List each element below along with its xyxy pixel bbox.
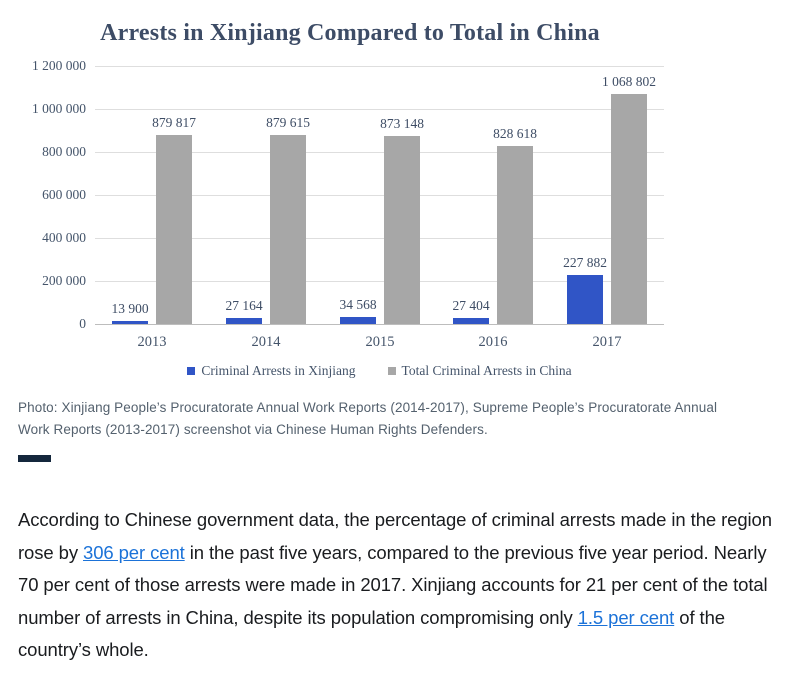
bar-value-label: 879 615: [266, 115, 310, 130]
y-axis-tick-label: 0: [79, 316, 86, 331]
y-axis-tick-label: 1 000 000: [32, 101, 86, 116]
legend-label: Total Criminal Arrests in China: [401, 363, 572, 378]
bar-china-total-2017: [611, 94, 647, 324]
bar-value-label: 34 568: [339, 297, 377, 312]
x-axis-year-label: 2015: [365, 334, 395, 350]
gridline: [95, 238, 664, 239]
y-axis-tick-label: 600 000: [42, 187, 86, 202]
bar-xinjiang-2015: [340, 317, 376, 324]
bar-value-label: 227 882: [563, 255, 607, 270]
gridline: [95, 66, 664, 67]
x-axis-line: [95, 324, 664, 325]
paragraph-text: in the past five years, compared to the …: [18, 541, 768, 628]
article-paragraph: According to Chinese government data, th…: [18, 504, 790, 667]
inline-link[interactable]: 1.5 per cent: [577, 606, 675, 628]
chart-legend: Criminal Arrests in Xinjiang Total Crimi…: [95, 362, 664, 380]
chart-plot-area: 13 900 879 817 27 164 879 615 34 568 873 148 2…: [95, 66, 664, 325]
x-axis-year-label: 2017: [592, 334, 622, 350]
legend-item-china-total: Total Criminal Arrests in China: [387, 363, 572, 379]
legend-swatch-gray: [387, 367, 396, 375]
paragraph-text: According to Chinese government data, th…: [18, 509, 772, 563]
x-axis-year-label: 2013: [137, 334, 167, 350]
y-axis-tick-label: 800 000: [42, 144, 86, 159]
x-axis-year-label: 2014: [251, 334, 281, 350]
bar-value-label: 1 068 802: [602, 74, 656, 89]
bar-china-total-2016: [497, 146, 533, 324]
gridline: [95, 152, 664, 153]
section-divider: [18, 455, 51, 462]
bar-xinjiang-2016: [453, 318, 489, 324]
bar-xinjiang-2014: [226, 318, 262, 324]
legend-swatch-blue: [187, 367, 196, 375]
y-axis-tick-label: 400 000: [42, 230, 86, 245]
bar-xinjiang-2017: [567, 275, 603, 324]
photo-caption: Photo: Xinjiang People’s Procuratorate A…: [18, 397, 717, 441]
bar-value-label: 873 148: [380, 116, 424, 131]
chart-title: Arrests in Xinjiang Compared to Total in…: [100, 20, 600, 46]
photo-caption-line: Work Reports (2013-2017) screenshot via …: [18, 422, 488, 437]
arrests-chart-image: Arrests in Xinjiang Compared to Total in…: [32, 20, 664, 380]
legend-label: Criminal Arrests in Xinjiang: [201, 363, 356, 378]
gridline: [95, 281, 664, 282]
paragraph-text: of the country’s whole.: [18, 606, 725, 661]
bar-china-total-2013: [156, 135, 192, 324]
y-axis-tick-label: 200 000: [42, 273, 86, 288]
bar-value-label: 27 164: [225, 298, 263, 313]
photo-caption-line: Photo: Xinjiang People’s Procuratorate A…: [18, 400, 718, 415]
gridline: [95, 195, 664, 196]
inline-link[interactable]: 306 per cent: [83, 541, 185, 563]
bar-china-total-2014: [270, 135, 306, 324]
legend-item-xinjiang: Criminal Arrests in Xinjiang: [187, 363, 356, 379]
gridline: [95, 109, 664, 110]
bar-value-label: 27 404: [452, 298, 490, 313]
bar-value-label: 13 900: [111, 301, 149, 316]
bar-china-total-2015: [384, 136, 420, 324]
bar-value-label: 828 618: [493, 126, 537, 141]
bar-value-label: 879 817: [152, 115, 196, 130]
y-axis-tick-label: 1 200 000: [32, 58, 86, 73]
bar-xinjiang-2013: [112, 321, 148, 324]
x-axis-year-label: 2016: [478, 334, 508, 350]
